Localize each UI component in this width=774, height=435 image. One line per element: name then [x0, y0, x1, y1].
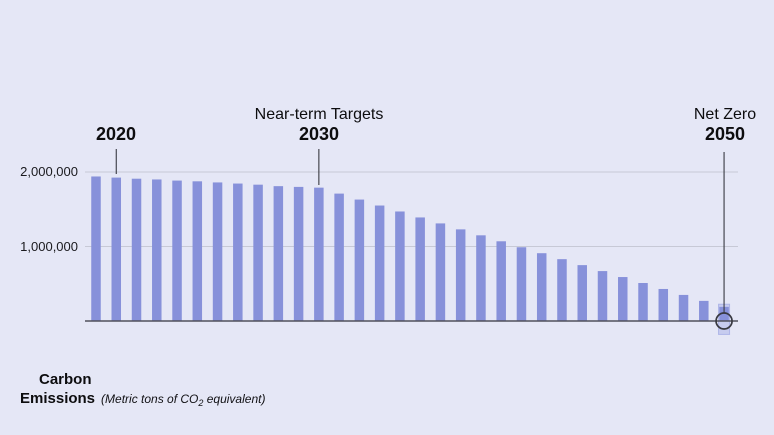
bar-2039	[496, 241, 506, 321]
bar-2028	[273, 186, 284, 321]
bar-2022	[152, 179, 162, 321]
bar-2024	[192, 181, 203, 321]
annotation-net-zero-year: 2050	[704, 124, 746, 144]
annotation-near-term-title: Near-term Targets	[254, 106, 384, 123]
bar-2040	[516, 247, 527, 321]
annotation-net-zero-title: Net Zero	[693, 106, 757, 123]
bar-2036	[435, 223, 446, 321]
bar-2042	[557, 259, 567, 321]
bar-2050	[719, 306, 729, 321]
axis-title-block: Carbon Emissions (Metric tons of CO2 equ…	[20, 370, 265, 413]
annotation-net-zero: Net Zero 2050	[694, 105, 756, 145]
bar-2032	[354, 199, 365, 321]
bar-2030	[314, 187, 324, 321]
annotation-2020-year: 2020	[95, 124, 137, 144]
bar-2021	[131, 178, 142, 321]
net-zero-circle-marker	[715, 312, 733, 330]
bar-2025	[212, 182, 223, 321]
bar-2026	[233, 183, 243, 321]
bar-2034	[395, 211, 405, 321]
bar-2049	[699, 300, 709, 321]
bar-2029	[293, 186, 304, 321]
annotation-near-term-year: 2030	[298, 124, 340, 144]
y-axis-label-2000000: 2,000,000	[20, 164, 78, 179]
annotation-2020: 2020	[96, 124, 136, 145]
bar-2031	[334, 193, 344, 321]
bar-2043	[577, 265, 587, 321]
axis-unit-subscript: 2	[198, 398, 204, 408]
bar-2020	[111, 177, 122, 321]
y-axis-label-1000000: 1,000,000	[20, 239, 78, 254]
axis-title-line1: Carbon	[39, 371, 92, 388]
bar-2045	[618, 277, 628, 321]
axis-unit-note: (Metric tons of CO2 equivalent)	[101, 389, 265, 413]
bar-2023	[172, 180, 182, 321]
bar-2033	[374, 205, 385, 321]
axis-title-line2: Emissions	[20, 390, 96, 407]
axis-unit-suffix: equivalent)	[203, 392, 266, 406]
bar-2027	[253, 184, 263, 321]
bar-2046	[638, 283, 648, 321]
bar-2044	[597, 271, 608, 321]
bar-2038	[476, 235, 486, 321]
bar-2019	[91, 176, 101, 321]
bar-2035	[415, 217, 425, 321]
annotation-near-term-targets: Near-term Targets 2030	[255, 105, 384, 145]
bar-2037	[455, 229, 466, 321]
bar-2047	[658, 288, 669, 321]
bar-2041	[536, 253, 547, 321]
bar-2048	[678, 294, 689, 321]
axis-unit-prefix: (Metric tons of CO	[101, 392, 199, 406]
